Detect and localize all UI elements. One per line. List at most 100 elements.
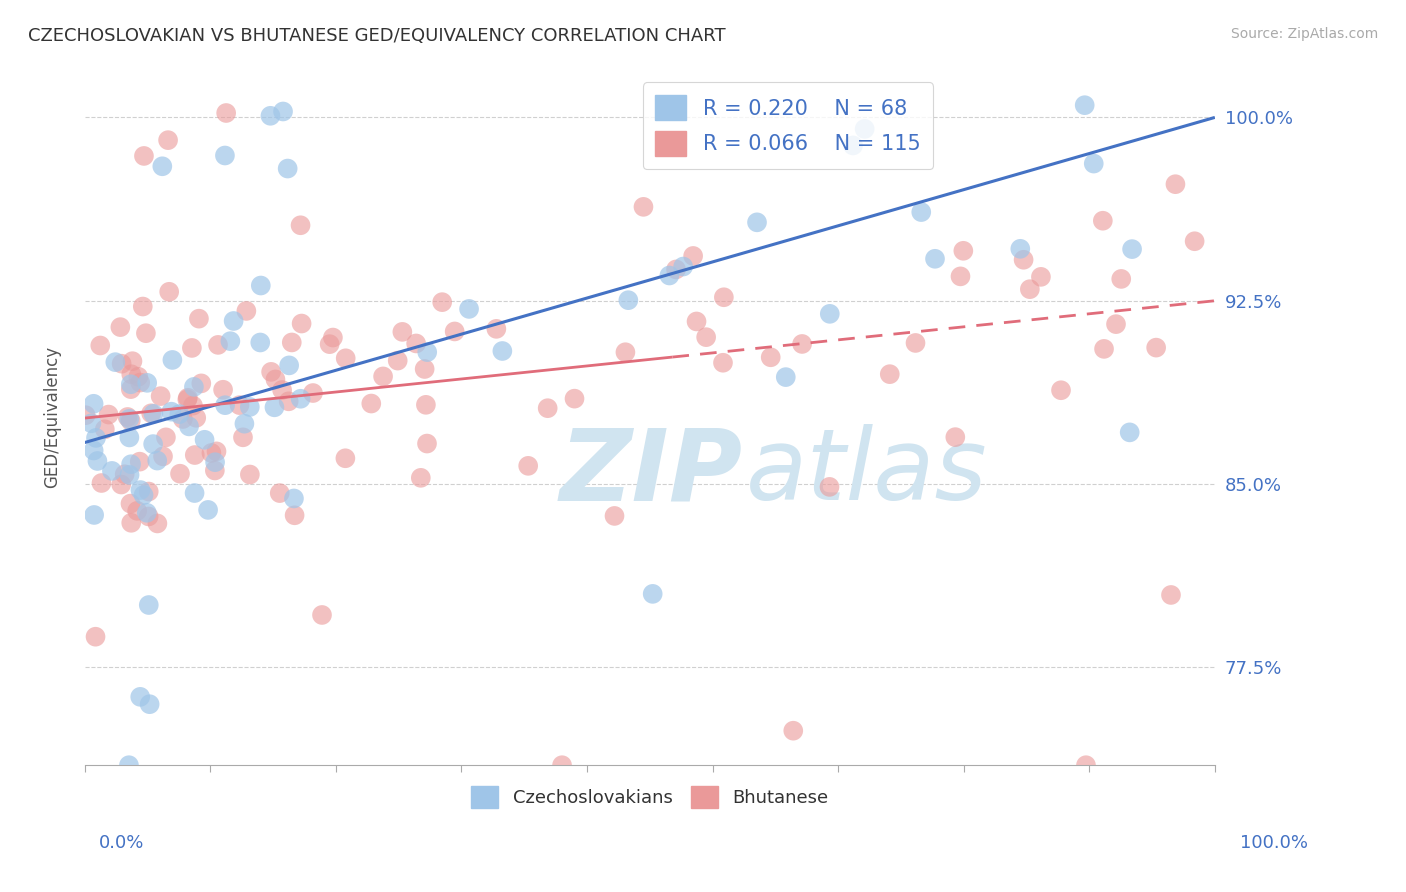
Point — [228, 398, 250, 412]
Point — [239, 467, 262, 482]
Point — [458, 301, 481, 316]
Point — [1018, 282, 1040, 296]
Point — [160, 405, 183, 419]
Point — [1074, 758, 1097, 772]
Point — [187, 311, 209, 326]
Point — [842, 138, 865, 153]
Point — [1083, 156, 1105, 170]
Point — [641, 587, 664, 601]
Point — [176, 392, 198, 407]
Point — [75, 408, 97, 422]
Point — [879, 367, 901, 381]
Point — [120, 497, 142, 511]
Point — [129, 483, 152, 497]
Point — [101, 464, 124, 478]
Point — [222, 314, 245, 328]
Point — [142, 407, 165, 421]
Point — [564, 392, 586, 406]
Point — [184, 448, 207, 462]
Point — [152, 450, 174, 464]
Point — [284, 508, 307, 523]
Point — [371, 369, 394, 384]
Point — [215, 106, 238, 120]
Point — [271, 383, 294, 397]
Point — [89, 338, 111, 352]
Point — [1144, 341, 1167, 355]
Point — [197, 503, 219, 517]
Point — [277, 161, 299, 176]
Point — [128, 455, 150, 469]
Point — [138, 697, 160, 711]
Text: atlas: atlas — [745, 424, 987, 521]
Point — [249, 278, 271, 293]
Point — [614, 345, 637, 359]
Point — [138, 509, 160, 524]
Point — [658, 268, 681, 283]
Point — [485, 322, 508, 336]
Point — [1164, 177, 1187, 191]
Point — [84, 630, 107, 644]
Point — [818, 480, 841, 494]
Point — [695, 330, 717, 344]
Point — [90, 475, 112, 490]
Point — [416, 345, 439, 359]
Point — [204, 455, 226, 469]
Point — [120, 516, 142, 530]
Point — [782, 723, 804, 738]
Point — [603, 508, 626, 523]
Point — [183, 380, 205, 394]
Point — [104, 355, 127, 369]
Point — [120, 377, 142, 392]
Point — [665, 262, 688, 277]
Point — [1012, 252, 1035, 267]
Text: 0.0%: 0.0% — [98, 834, 143, 852]
Point — [335, 351, 357, 366]
Point — [149, 389, 172, 403]
Point — [155, 430, 177, 444]
Point — [138, 484, 160, 499]
Point — [910, 205, 932, 219]
Point — [205, 444, 228, 458]
Point — [80, 416, 103, 430]
Point — [83, 397, 105, 411]
Point — [1109, 272, 1132, 286]
Point — [818, 307, 841, 321]
Point — [127, 504, 149, 518]
Point — [360, 396, 382, 410]
Point — [335, 451, 357, 466]
Point — [146, 453, 169, 467]
Point — [322, 330, 344, 344]
Point — [537, 401, 560, 416]
Point — [212, 383, 235, 397]
Point — [219, 334, 242, 348]
Point — [517, 458, 540, 473]
Point — [943, 430, 966, 444]
Point — [1105, 317, 1128, 331]
Point — [235, 304, 257, 318]
Point — [84, 431, 107, 445]
Point — [387, 353, 409, 368]
Point — [1091, 213, 1114, 227]
Point — [416, 436, 439, 450]
Point — [111, 357, 134, 371]
Point — [415, 398, 437, 412]
Point — [118, 412, 141, 426]
Point — [617, 293, 640, 308]
Point — [1029, 269, 1052, 284]
Point — [207, 338, 229, 352]
Point — [136, 376, 159, 390]
Point — [405, 336, 427, 351]
Point — [775, 370, 797, 384]
Point — [94, 422, 117, 436]
Point — [121, 354, 143, 368]
Point — [413, 362, 436, 376]
Point — [181, 399, 204, 413]
Point — [1184, 234, 1206, 248]
Point — [83, 508, 105, 522]
Point — [311, 607, 333, 622]
Point — [259, 109, 281, 123]
Point — [129, 376, 152, 390]
Point — [132, 488, 155, 502]
Point — [302, 386, 325, 401]
Point — [271, 104, 294, 119]
